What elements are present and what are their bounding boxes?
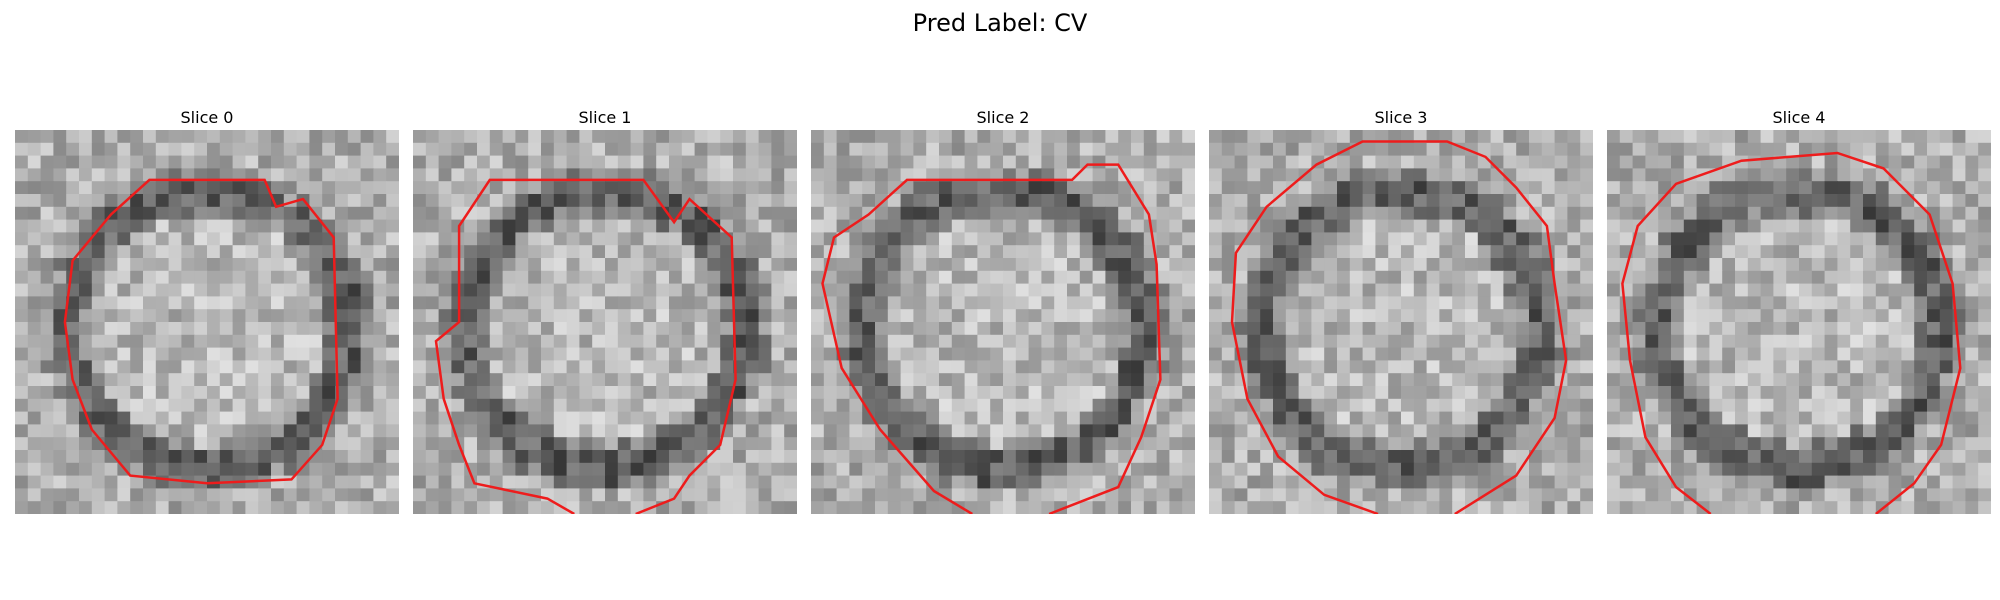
slice-image-3 bbox=[1209, 130, 1593, 514]
segmentation-contour bbox=[63, 178, 339, 485]
slice-title: Slice 1 bbox=[578, 108, 632, 127]
slice-panel-0: Slice 0 bbox=[15, 108, 399, 514]
segmentation-contour bbox=[434, 178, 737, 514]
slice-panel-3: Slice 3 bbox=[1209, 108, 1593, 514]
segmentation-contour bbox=[1621, 151, 1962, 514]
slice-title: Slice 2 bbox=[976, 108, 1030, 127]
slice-title: Slice 4 bbox=[1772, 108, 1826, 127]
slice-image-0 bbox=[15, 130, 399, 514]
slice-title: Slice 3 bbox=[1374, 108, 1428, 127]
slice-title: Slice 0 bbox=[180, 108, 234, 127]
segmentation-contour bbox=[821, 163, 1162, 514]
figure-title: Pred Label: CV bbox=[912, 9, 1088, 37]
slice-image-1 bbox=[413, 130, 797, 514]
slice-panel-1: Slice 1 bbox=[413, 108, 797, 514]
slice-image-4 bbox=[1607, 130, 1991, 514]
slice-panel-4: Slice 4 bbox=[1607, 108, 1991, 514]
segmentation-contour bbox=[1230, 140, 1568, 514]
slice-panel-2: Slice 2 bbox=[811, 108, 1195, 514]
slice-image-2 bbox=[811, 130, 1195, 514]
